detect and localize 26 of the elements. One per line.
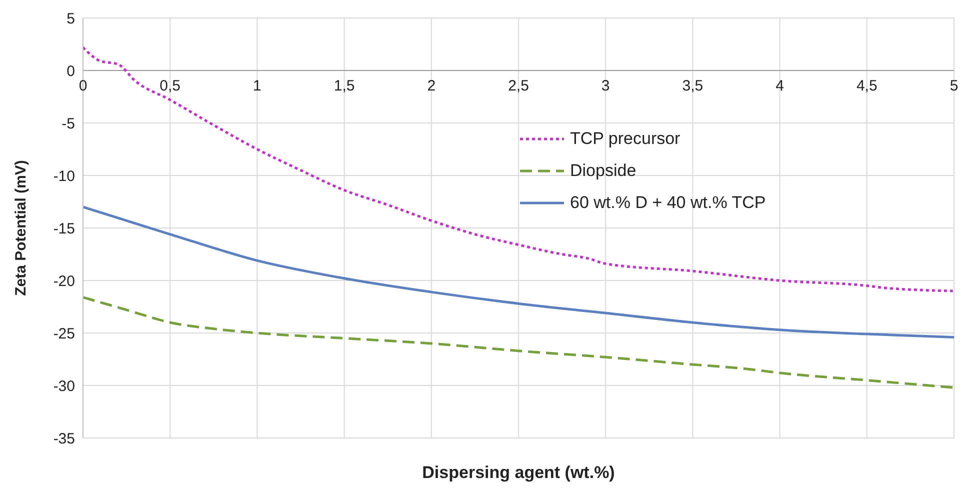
x-tick-label: 3	[601, 78, 610, 94]
y-tick-label: -30	[53, 378, 75, 395]
line-series	[83, 296, 954, 389]
x-tick-label: 3,5	[682, 78, 704, 94]
y-tick-label: -25	[53, 325, 75, 342]
y-tick-label: -15	[53, 220, 75, 238]
y-tick-label: 5	[66, 10, 75, 28]
y-tick-label: -10	[53, 168, 75, 185]
x-tick-label: 4	[776, 78, 784, 94]
y-tick-label: -5	[62, 115, 75, 132]
legend-label: TCP precursor	[570, 128, 680, 150]
x-tick-label: 4,5	[856, 78, 878, 94]
y-tick-label: 0	[66, 62, 75, 80]
legend-label: 60 wt.% D + 40 wt.% TCP	[570, 192, 766, 214]
x-tick-label: 2	[427, 78, 436, 94]
x-axis-title: Dispersing agent (wt.%)	[422, 463, 615, 482]
legend-label: Diopside	[570, 160, 636, 182]
x-tick-label: 0,5	[160, 78, 181, 94]
y-tick-label: -20	[53, 272, 75, 290]
y-axis-title: Zeta Potential (mV)	[12, 160, 30, 296]
y-tick-label: -35	[53, 430, 75, 448]
x-tick-label: 1	[253, 78, 262, 94]
x-tick-label: 2,5	[508, 78, 529, 94]
x-tick-label: 1,5	[334, 78, 355, 94]
x-tick-label: 5	[950, 78, 958, 94]
x-tick-label: 0	[78, 78, 88, 94]
